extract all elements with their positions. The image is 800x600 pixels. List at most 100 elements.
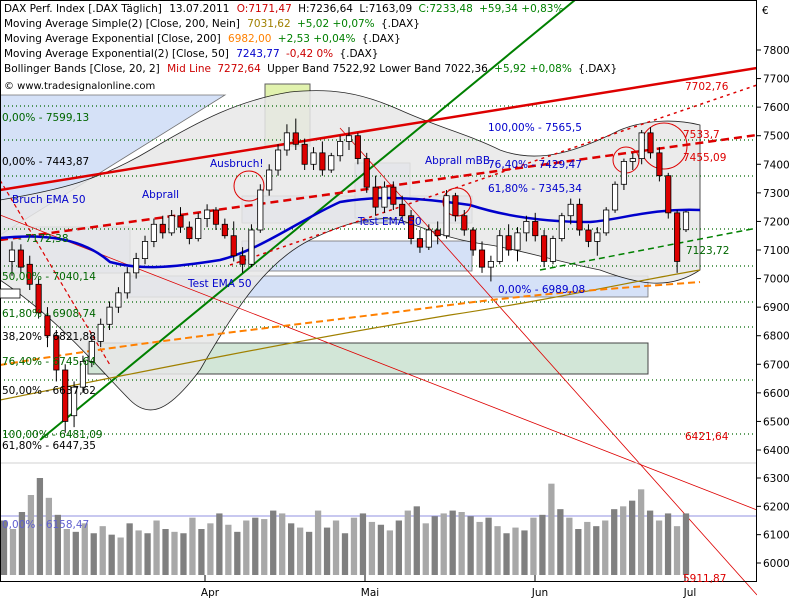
candle: [638, 130, 645, 165]
ann-bruch-ema50: Bruch EMA 50: [12, 194, 86, 206]
candle: [292, 118, 299, 150]
candle: [79, 355, 87, 393]
legend-row-sma200: Moving Average Simple(2) [Close, 200, Ne…: [4, 18, 420, 30]
volume-bar: [682, 513, 690, 575]
ann-fib-0-right: 0,00% - 6989,08: [498, 284, 585, 296]
candle-body: [150, 223, 157, 242]
candles: [8, 118, 690, 433]
candle-body: [79, 361, 87, 388]
volume-bar: [36, 478, 44, 575]
candle: [204, 204, 211, 228]
candle-body: [611, 183, 619, 211]
volume-bar: [0, 520, 8, 575]
candle-body: [239, 255, 246, 265]
candle: [301, 138, 308, 170]
candle-body: [629, 158, 636, 162]
volume-bar: [377, 524, 385, 575]
ann-vol-label: 0,00% - 6158,47: [2, 519, 89, 531]
candle: [567, 198, 574, 225]
legend-ticker: {.DAX}: [578, 63, 617, 75]
candle-body: [124, 272, 131, 294]
candle-body: [292, 132, 299, 145]
legend-name: Moving Average Exponential [Close, 200]: [4, 33, 221, 45]
vol-tick-label: 6200: [763, 501, 790, 513]
y-tick-label: 7500: [763, 131, 790, 143]
x-tick-label: Jul: [683, 587, 697, 599]
header-title: DAX Perf. Index [.DAX Täglich]: [4, 3, 162, 15]
trendline-green-dashed: [539, 227, 757, 271]
candle-body: [416, 238, 424, 248]
ann-fib-618-right: 61,80% - 7345,34: [488, 183, 582, 195]
volume-bar: [198, 529, 205, 575]
volume-bar: [476, 521, 483, 575]
candle: [212, 207, 220, 230]
candle: [150, 218, 157, 248]
candle-body: [443, 195, 450, 237]
candle: [478, 241, 486, 273]
candle: [62, 364, 69, 433]
volume-bar: [584, 521, 591, 575]
candle: [345, 127, 353, 150]
vol-tick-label: 6100: [763, 530, 790, 542]
volume-bar: [530, 517, 537, 575]
ann-fib-6637: 50,00% - 6637,62: [2, 385, 96, 397]
ann-7702: 7702,76: [685, 81, 729, 93]
y-tick-label: 6800: [763, 331, 790, 343]
legend-ticker: {.DAX}: [340, 48, 379, 60]
ema200-line: [0, 281, 701, 366]
small-box: [0, 288, 21, 299]
volume-bar: [99, 526, 106, 575]
ann-fib-6821: 38,20% - 6821,88: [2, 331, 96, 343]
volume-bar: [458, 512, 465, 575]
candle-body: [168, 215, 175, 234]
candle-body: [195, 218, 202, 239]
legend-header: DAX Perf. Index [.DAX Täglich] 13.07.201…: [4, 3, 563, 15]
candle: [186, 221, 193, 245]
volume-bar: [288, 523, 295, 575]
volume-bar: [521, 530, 528, 575]
y-tick-label: 7200: [763, 216, 790, 228]
candle-body: [585, 229, 592, 242]
volume-bar: [207, 523, 214, 575]
volume-bar: [270, 510, 277, 575]
volume-bar: [485, 517, 492, 575]
candle: [337, 135, 344, 162]
candle-body: [656, 152, 663, 177]
volume-bar: [126, 523, 133, 575]
candle: [611, 181, 619, 213]
candle-body: [576, 203, 583, 231]
volume-bar: [629, 500, 636, 575]
candle-body: [115, 292, 122, 308]
candle-body: [523, 221, 530, 234]
candle: [221, 218, 228, 239]
candle-body: [17, 249, 24, 268]
volume-bar: [225, 524, 232, 575]
ann-test-ema50-left: Test EMA 50: [187, 278, 252, 290]
legend-name: Moving Average Exponential(2) [Close, 50…: [4, 48, 229, 60]
legend-value: 7031,62: [247, 18, 290, 30]
volume-bar: [620, 506, 627, 575]
candle: [53, 330, 60, 382]
header-low: L:7163,09: [359, 3, 412, 15]
candle: [585, 224, 592, 248]
y-tick-label: 7800: [763, 45, 790, 57]
candle-body: [505, 235, 512, 251]
candle-body: [8, 249, 16, 262]
circle-ausbruch: [233, 170, 265, 202]
volume-bars: [0, 478, 690, 575]
volume-bar: [279, 513, 286, 575]
candle: [328, 152, 335, 173]
candle-body: [363, 158, 370, 188]
candle-body: [186, 226, 193, 239]
candle: [603, 207, 610, 236]
ema50-line: [0, 196, 701, 269]
legend-row-bollinger: Bollinger Bands [Close, 20, 2] Mid Line …: [4, 63, 617, 75]
volume-bar: [63, 529, 70, 575]
annotations: Bruch EMA 50 Abprall Ausbruch! Test EMA …: [2, 81, 729, 585]
x-axis: Apr Mai Jun Jul: [201, 575, 696, 599]
candle: [115, 287, 122, 313]
candle-body: [434, 229, 441, 237]
volume-bar: [449, 510, 456, 575]
volume-bar: [72, 531, 79, 575]
